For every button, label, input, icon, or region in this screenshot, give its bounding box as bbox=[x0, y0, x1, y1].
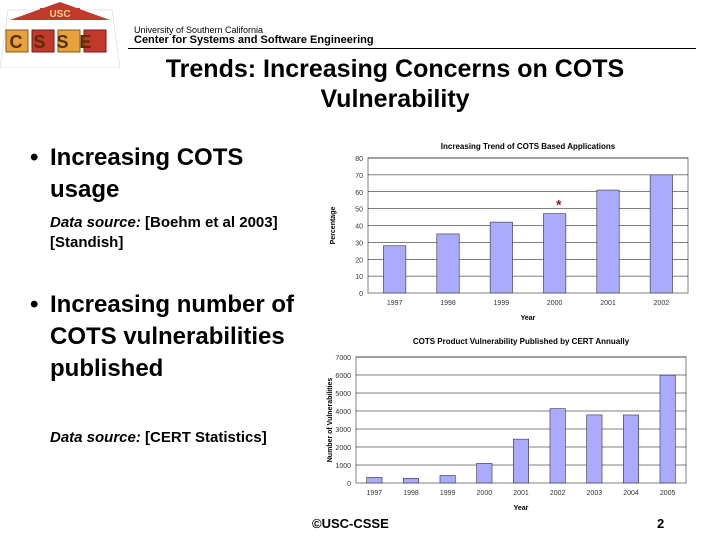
bar-2003 bbox=[586, 414, 603, 484]
bullet-source-1: Data source: [Boehm et al 2003][Standish… bbox=[50, 213, 300, 253]
y-tick-label: 3000 bbox=[335, 427, 351, 434]
slide-title: Trends: Increasing Concerns on COTS Vuln… bbox=[165, 55, 625, 113]
cots-vulnerability-chart: COTS Product Vulnerability Published by … bbox=[327, 337, 687, 512]
y-tick-label: 4000 bbox=[335, 409, 351, 416]
bar-2002 bbox=[549, 408, 566, 484]
y-tick-label: 1000 bbox=[335, 463, 351, 470]
bar-2004 bbox=[622, 414, 639, 484]
y-tick-label: 10 bbox=[355, 274, 363, 281]
y-axis-label: Percentage bbox=[330, 207, 337, 245]
x-tick-label: 2002 bbox=[654, 300, 670, 307]
y-tick-label: 7000 bbox=[335, 355, 351, 362]
x-tick-label: 2001 bbox=[600, 300, 616, 307]
page-number: 2 bbox=[657, 516, 665, 531]
y-tick-label: 80 bbox=[355, 156, 363, 163]
cots-usage-chart: Increasing Trend of COTS Based Applicati… bbox=[330, 142, 689, 322]
y-tick-label: 40 bbox=[355, 224, 363, 231]
y-axis-label: Number of Vulnerabilities bbox=[327, 378, 334, 463]
y-tick-label: 20 bbox=[355, 257, 363, 264]
logo-letters: CSSE bbox=[9, 32, 102, 52]
x-tick-label: 1998 bbox=[440, 300, 456, 307]
bullet-glyph-1: • bbox=[30, 144, 39, 171]
x-tick-label: 2003 bbox=[587, 490, 603, 497]
x-tick-label: 1997 bbox=[387, 300, 403, 307]
bar-2002 bbox=[649, 174, 673, 294]
x-tick-label: 2000 bbox=[547, 300, 563, 307]
chart-title: COTS Product Vulnerability Published by … bbox=[413, 337, 630, 346]
bar-1998 bbox=[403, 477, 420, 484]
bar-2005 bbox=[659, 374, 676, 484]
chart-title: Increasing Trend of COTS Based Applicati… bbox=[441, 142, 616, 151]
header-divider bbox=[128, 48, 696, 49]
source-text-2: [CERT Statistics] bbox=[140, 429, 267, 446]
bar-2001 bbox=[596, 189, 620, 294]
bar-annotation: * bbox=[556, 197, 562, 213]
y-tick-label: 30 bbox=[355, 240, 363, 247]
bar-2000 bbox=[476, 463, 493, 484]
y-tick-label: 2000 bbox=[335, 445, 351, 452]
bar-1997 bbox=[366, 477, 383, 484]
bullet-glyph-2: • bbox=[30, 291, 39, 318]
bullet-text-2: Increasing number of COTS vulnerabilitie… bbox=[50, 291, 295, 382]
footer-copyright: ©USC-CSSE bbox=[312, 516, 389, 531]
bar-1998 bbox=[436, 233, 460, 294]
source-text-1: [Boehm et al 2003][Standish] bbox=[50, 214, 278, 251]
logo-top-text: USC bbox=[49, 9, 70, 20]
x-tick-label: 1997 bbox=[367, 490, 383, 497]
y-tick-label: 70 bbox=[355, 173, 363, 180]
y-tick-label: 6000 bbox=[335, 373, 351, 380]
bar-2000 bbox=[543, 213, 567, 294]
bar-1999 bbox=[439, 475, 456, 484]
y-tick-label: 50 bbox=[355, 207, 363, 214]
x-tick-label: 2004 bbox=[623, 490, 639, 497]
y-tick-label: 0 bbox=[347, 481, 351, 488]
x-tick-label: 1999 bbox=[494, 300, 510, 307]
y-tick-label: 0 bbox=[359, 291, 363, 298]
bar-2001 bbox=[513, 438, 530, 484]
x-axis-label: Year bbox=[521, 315, 536, 322]
x-axis-label: Year bbox=[514, 505, 529, 512]
y-tick-label: 5000 bbox=[335, 391, 351, 398]
y-tick-label: 60 bbox=[355, 190, 363, 197]
usc-csse-logo: USC CSSE bbox=[0, 2, 120, 68]
bullet-source-2: Data source: [CERT Statistics] bbox=[50, 428, 300, 448]
x-tick-label: 1998 bbox=[403, 490, 419, 497]
x-tick-label: 2002 bbox=[550, 490, 566, 497]
source-label-2: Data source: bbox=[50, 429, 141, 446]
bar-1997 bbox=[383, 245, 407, 294]
university-name: University of Southern California bbox=[134, 25, 264, 35]
x-tick-label: 2001 bbox=[513, 490, 529, 497]
source-label-1: Data source: bbox=[50, 214, 141, 231]
center-name: Center for Systems and Software Engineer… bbox=[134, 34, 374, 46]
x-tick-label: 1999 bbox=[440, 490, 456, 497]
x-tick-label: 2005 bbox=[660, 490, 676, 497]
x-tick-label: 2000 bbox=[477, 490, 493, 497]
bullet-text-1: Increasing COTS usage bbox=[50, 144, 244, 203]
bar-1999 bbox=[489, 221, 513, 294]
